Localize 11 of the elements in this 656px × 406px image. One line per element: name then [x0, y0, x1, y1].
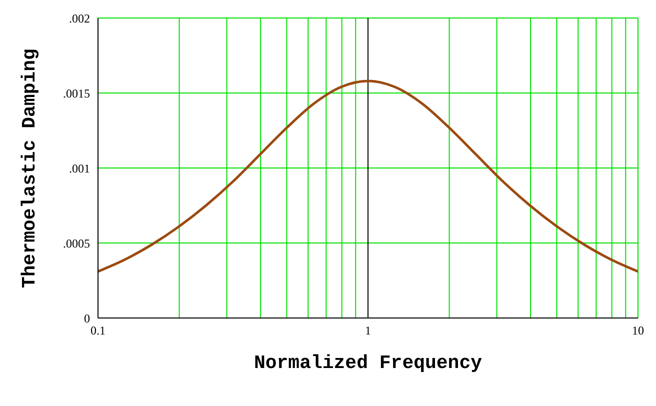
- y-axis-title: Thermoelastic Damping: [18, 48, 41, 288]
- x-tick-label: 1: [365, 324, 371, 338]
- line-series: [98, 80, 638, 273]
- x-tick-label: 10: [632, 324, 644, 338]
- x-axis-title: Normalized Frequency: [254, 352, 483, 374]
- y-tick-label: .002: [69, 11, 90, 26]
- y-tick-label: 0: [84, 311, 90, 326]
- y-tick-label: .001: [69, 161, 90, 176]
- y-tick-label: .0005: [63, 236, 90, 250]
- x-tick-label: 0.1: [90, 324, 106, 338]
- y-tick-label: .0015: [63, 86, 90, 100]
